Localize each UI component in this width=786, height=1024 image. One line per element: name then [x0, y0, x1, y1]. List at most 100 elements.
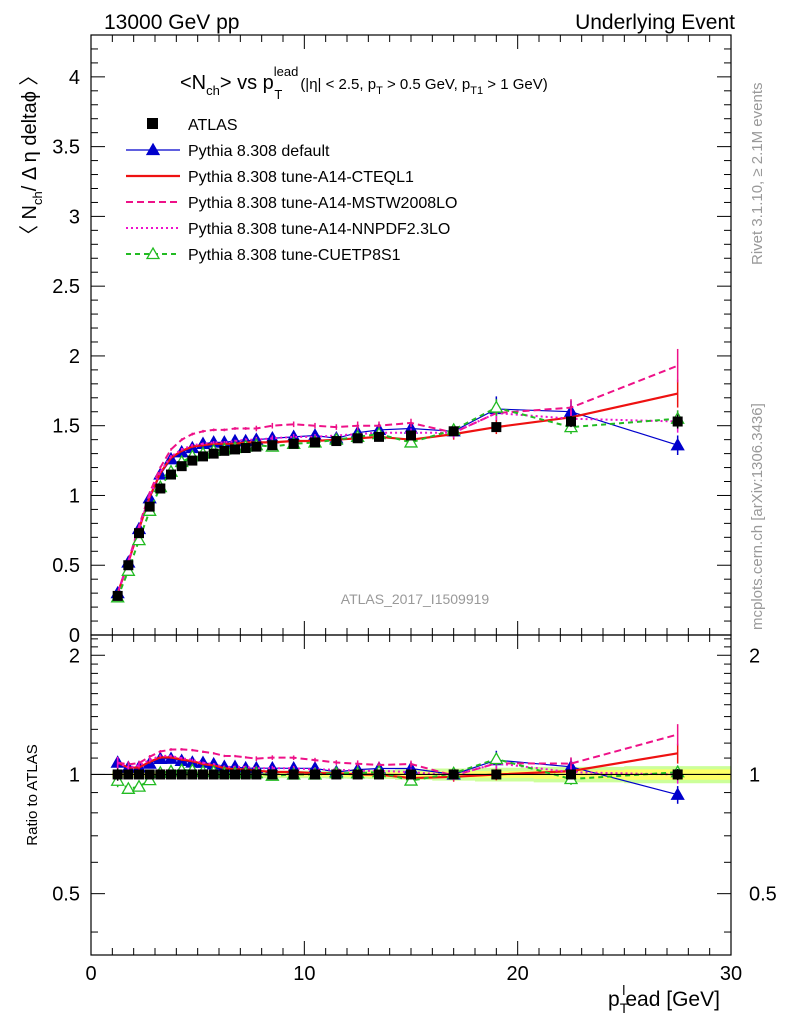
main-frame — [90, 34, 732, 636]
legend-label-atlas: ATLAS — [188, 117, 238, 134]
legend-label-nnpdf: Pythia 8.308 tune-A14-NNPDF2.3LO — [188, 221, 450, 238]
main-y-axis-label: 〈 Nch/ Δ η deltaϕ 〉 — [19, 66, 45, 245]
point-default — [670, 437, 685, 451]
point-atlas — [123, 560, 134, 571]
point-atlas — [251, 441, 262, 452]
analysis-watermark: ATLAS_2017_I1509919 — [341, 591, 490, 607]
legend-entry-atlas: ATLAS — [147, 117, 238, 134]
legend-label-cteql1: Pythia 8.308 tune-A14-CTEQL1 — [188, 169, 414, 186]
point-atlas — [406, 430, 416, 441]
main-series-atlas — [112, 414, 683, 601]
xlabel-sub: T — [620, 1000, 629, 1016]
main-y-tick-label: 4 — [69, 67, 80, 89]
legend-marker-default — [145, 142, 161, 156]
point-atlas — [288, 438, 299, 449]
x-tick-label: 30 — [720, 963, 742, 985]
main-series-mstw — [116, 348, 679, 595]
main-series-default — [110, 396, 685, 599]
point-atlas — [198, 451, 208, 462]
legend-marker-atlas — [147, 118, 158, 129]
title-mid: > vs p — [220, 72, 274, 94]
header-right-label: Underlying Event — [575, 11, 735, 34]
point-cuetp8s1 — [131, 532, 147, 546]
point-atlas — [155, 483, 166, 494]
xlabel-a: p — [608, 988, 620, 1011]
series-line-cuetp8s1 — [116, 406, 678, 598]
point-cuetp8s1 — [121, 781, 136, 794]
ratio-frame — [90, 634, 732, 956]
legend-entry-default: Pythia 8.308 default — [126, 142, 330, 160]
main-y-tick-label: 2 — [69, 346, 80, 368]
point-cuetp8s1 — [403, 773, 419, 786]
ratio-series-group — [91, 724, 731, 804]
legend: ATLAS Pythia 8.308 default Pythia 8.308 tu… — [126, 117, 457, 264]
legend-label-cuetp8s1: Pythia 8.308 tune-CUETP8S1 — [188, 247, 401, 264]
point-atlas — [144, 501, 155, 512]
mcplots-label: mcplots.cern.ch [arXiv:1306.3436] — [749, 403, 766, 630]
point-atlas — [566, 416, 576, 427]
main-y-tick-label: 3 — [69, 206, 80, 228]
ratio-y-tick-label-left: 2 — [69, 645, 80, 667]
point-atlas — [672, 416, 683, 427]
ratio-y-axis-label: Ratio to ATLAS — [24, 744, 41, 845]
point-atlas — [374, 431, 384, 442]
legend-marker-cuetp8s1 — [145, 246, 161, 260]
point-atlas — [112, 590, 123, 601]
point-atlas — [331, 436, 342, 447]
point-atlas — [134, 528, 144, 539]
ratio-y-tick-label-right: 2 — [749, 645, 760, 667]
title-main: <N — [180, 72, 206, 94]
main-series-group — [110, 348, 685, 603]
legend-label-default: Pythia 8.308 default — [188, 143, 330, 160]
ratio-y-tick-label-right: 0.5 — [749, 884, 777, 906]
ratio-y-tick-label-left: 1 — [69, 764, 80, 786]
ylabel-a: 〈 N — [19, 205, 41, 245]
x-axis-label: pTlead [GeV] — [608, 982, 720, 1016]
point-atlas — [219, 445, 230, 456]
point-atlas — [448, 426, 459, 437]
main-series-cteql1 — [116, 379, 679, 595]
point-cuetp8s1 — [403, 435, 419, 448]
title-sub1: ch — [206, 83, 220, 98]
point-atlas — [240, 443, 251, 454]
title-cuts-a: (|η| < 2.5, p — [300, 76, 376, 93]
main-y-tick-label: 3.5 — [52, 137, 80, 159]
main-y-tick-label: 2.5 — [52, 276, 80, 298]
xlabel-b: ead [GeV] — [625, 988, 720, 1011]
main-series-nnpdf — [116, 406, 679, 595]
header-left-label: 13000 GeV pp — [104, 11, 239, 34]
ylabel-b: / Δ η deltaϕ 〉 — [19, 66, 41, 192]
series-line-default — [117, 408, 678, 594]
x-tick-label: 10 — [293, 963, 315, 985]
legend-entry-cteql1: Pythia 8.308 tune-A14-CTEQL1 — [126, 169, 414, 186]
title-cuts-a-sub: T — [376, 85, 383, 97]
point-atlas — [208, 448, 219, 459]
point-atlas — [310, 437, 320, 448]
ylabel-sub: ch — [30, 191, 45, 205]
main-y-tick-label: 1 — [69, 485, 80, 507]
point-atlas — [491, 422, 502, 433]
rivet-version-label: Rivet 3.1.10, ≥ 2.1M events — [749, 83, 766, 266]
main-title: <Nch> vs plead T(|η| < 2.5, pT > 0.5 GeV,… — [180, 64, 548, 102]
point-cuetp8s1 — [131, 779, 147, 792]
x-tick-label: 20 — [507, 963, 529, 985]
title-cuts-c: > 1 GeV) — [483, 76, 548, 93]
main-y-tick-label: 0.5 — [52, 555, 80, 577]
point-default — [670, 787, 685, 800]
title-sup: lead — [274, 64, 299, 79]
xlabel-sup: l — [622, 982, 625, 998]
legend-entry-mstw: Pythia 8.308 tune-A14-MSTW2008LO — [126, 195, 457, 212]
ratio-y-tick-label-right: 1 — [749, 764, 760, 786]
point-atlas — [187, 455, 198, 466]
title-sub2: T — [274, 87, 282, 102]
x-tick-label: 0 — [85, 963, 96, 985]
point-atlas — [166, 469, 176, 480]
main-y-tick-label: 1.5 — [52, 416, 80, 438]
main-y-tick-label: 0 — [69, 625, 80, 647]
title-cuts-b-sub: T1 — [470, 85, 483, 97]
ratio-y-tick-label-left: 0.5 — [52, 884, 80, 906]
legend-label-mstw: Pythia 8.308 tune-A14-MSTW2008LO — [188, 195, 457, 212]
series-line-mstw — [116, 364, 679, 594]
point-atlas — [176, 461, 187, 472]
